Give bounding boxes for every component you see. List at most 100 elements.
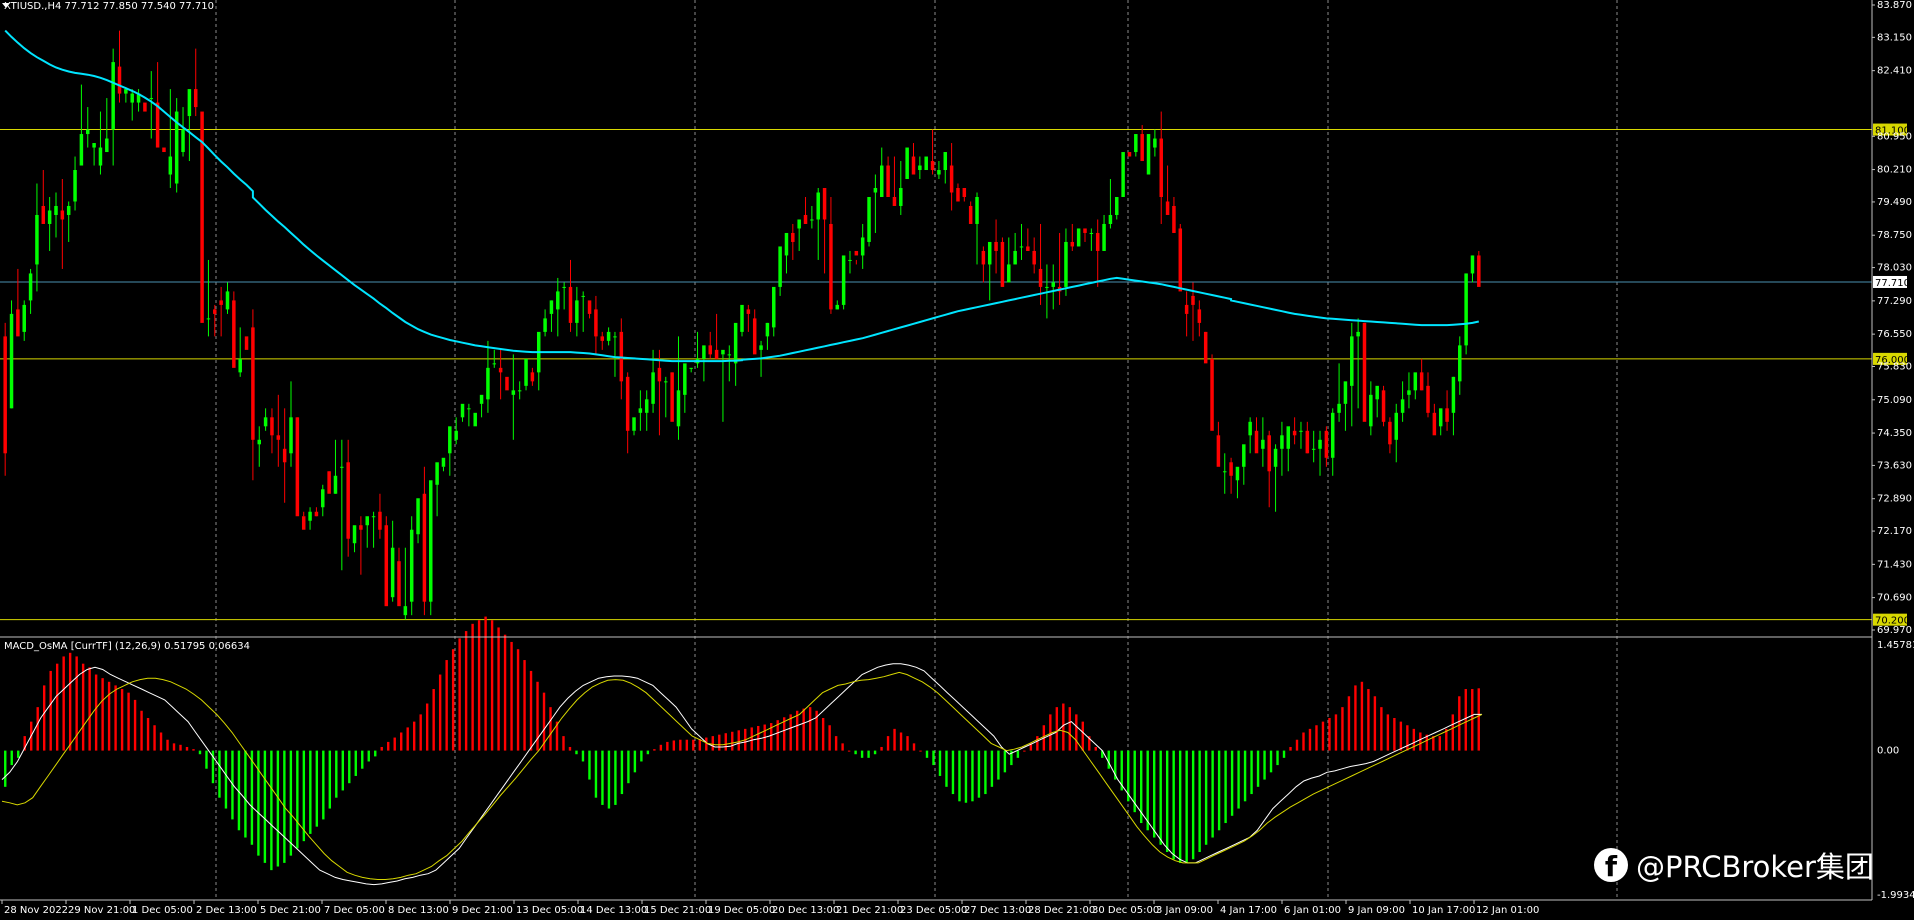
- candle-body[interactable]: [702, 345, 706, 359]
- candle[interactable]: [1400, 381, 1405, 422]
- candle[interactable]: [803, 196, 808, 224]
- candle[interactable]: [73, 156, 77, 211]
- candle-body[interactable]: [47, 210, 52, 224]
- candle[interactable]: [105, 98, 109, 153]
- candle[interactable]: [232, 291, 236, 368]
- candle[interactable]: [556, 277, 560, 337]
- candle-body[interactable]: [759, 345, 763, 350]
- candle-body[interactable]: [282, 448, 287, 463]
- candle-body[interactable]: [92, 143, 96, 148]
- candle-body[interactable]: [1261, 439, 1265, 449]
- candle[interactable]: [1419, 358, 1424, 391]
- candle[interactable]: [829, 196, 833, 314]
- candle[interactable]: [35, 183, 39, 292]
- candle[interactable]: [346, 439, 350, 557]
- candle[interactable]: [606, 327, 611, 346]
- candle-body[interactable]: [263, 417, 268, 427]
- candle-body[interactable]: [791, 232, 795, 242]
- candle[interactable]: [835, 300, 840, 310]
- candle-body[interactable]: [1007, 264, 1011, 283]
- candle-body[interactable]: [333, 475, 338, 494]
- candle[interactable]: [1438, 408, 1443, 436]
- candle[interactable]: [60, 179, 65, 269]
- candle-body[interactable]: [1305, 430, 1310, 454]
- candle-body[interactable]: [86, 129, 90, 135]
- candle-body[interactable]: [79, 134, 84, 166]
- candle[interactable]: [1102, 214, 1106, 251]
- candle-body[interactable]: [1146, 134, 1151, 175]
- candle-body[interactable]: [1102, 223, 1106, 251]
- candle-body[interactable]: [505, 376, 509, 391]
- candle[interactable]: [1261, 417, 1265, 467]
- candle-body[interactable]: [721, 349, 725, 355]
- candle-body[interactable]: [1019, 246, 1024, 248]
- candle-body[interactable]: [22, 304, 26, 332]
- candle-body[interactable]: [816, 192, 820, 220]
- candle[interactable]: [454, 417, 458, 445]
- candle-body[interactable]: [1242, 444, 1246, 467]
- candle[interactable]: [613, 331, 617, 377]
- candle-body[interactable]: [1013, 250, 1017, 265]
- candle[interactable]: [1140, 125, 1144, 162]
- candle-body[interactable]: [594, 309, 598, 337]
- candle-body[interactable]: [403, 606, 408, 616]
- candle-body[interactable]: [359, 525, 363, 530]
- candle[interactable]: [594, 295, 598, 355]
- candle-body[interactable]: [1134, 134, 1138, 153]
- candle[interactable]: [498, 349, 503, 400]
- candle-body[interactable]: [575, 300, 579, 323]
- candle[interactable]: [886, 156, 890, 197]
- candle[interactable]: [473, 412, 477, 427]
- candle[interactable]: [486, 340, 490, 413]
- candle[interactable]: [79, 84, 84, 166]
- candle[interactable]: [460, 403, 465, 422]
- candle[interactable]: [98, 111, 103, 175]
- candle[interactable]: [1083, 228, 1087, 242]
- candle-body[interactable]: [301, 516, 306, 530]
- candle-body[interactable]: [530, 372, 535, 382]
- candle[interactable]: [263, 408, 268, 431]
- candle[interactable]: [435, 462, 439, 517]
- candle-body[interactable]: [511, 390, 516, 395]
- candle-body[interactable]: [879, 165, 884, 197]
- candle[interactable]: [517, 381, 522, 400]
- candle-body[interactable]: [524, 358, 528, 386]
- candle-body[interactable]: [1254, 430, 1259, 454]
- candle-body[interactable]: [429, 480, 433, 602]
- candle-body[interactable]: [765, 322, 770, 337]
- candle-body[interactable]: [714, 349, 719, 359]
- candle[interactable]: [822, 188, 827, 274]
- candle-body[interactable]: [41, 205, 46, 224]
- candle-body[interactable]: [111, 62, 115, 130]
- candle-body[interactable]: [867, 196, 871, 242]
- candle-body[interactable]: [841, 255, 846, 305]
- candle-body[interactable]: [638, 408, 643, 413]
- candle[interactable]: [1413, 372, 1418, 400]
- candle-body[interactable]: [1153, 138, 1157, 148]
- candle[interactable]: [1350, 322, 1354, 427]
- candle[interactable]: [1121, 152, 1125, 197]
- candle[interactable]: [1311, 430, 1316, 463]
- candle[interactable]: [581, 291, 585, 332]
- candle-body[interactable]: [613, 336, 617, 338]
- candle[interactable]: [1305, 421, 1310, 454]
- candle[interactable]: [746, 304, 751, 332]
- candle[interactable]: [733, 322, 738, 386]
- candle[interactable]: [860, 223, 865, 269]
- candle[interactable]: [1038, 223, 1043, 305]
- candle-body[interactable]: [130, 93, 134, 103]
- candle-body[interactable]: [1076, 228, 1081, 247]
- candle[interactable]: [689, 367, 693, 373]
- candle-body[interactable]: [1038, 268, 1043, 287]
- candle-body[interactable]: [295, 417, 300, 517]
- candle[interactable]: [340, 439, 344, 571]
- candle[interactable]: [644, 390, 649, 431]
- candle[interactable]: [276, 394, 281, 467]
- candle-body[interactable]: [213, 309, 217, 314]
- macd-oscillator[interactable]: [1, 616, 1483, 886]
- candle[interactable]: [1356, 318, 1360, 409]
- candle[interactable]: [702, 345, 706, 382]
- candle[interactable]: [772, 286, 776, 337]
- candle[interactable]: [41, 170, 46, 224]
- candle-body[interactable]: [1388, 421, 1392, 445]
